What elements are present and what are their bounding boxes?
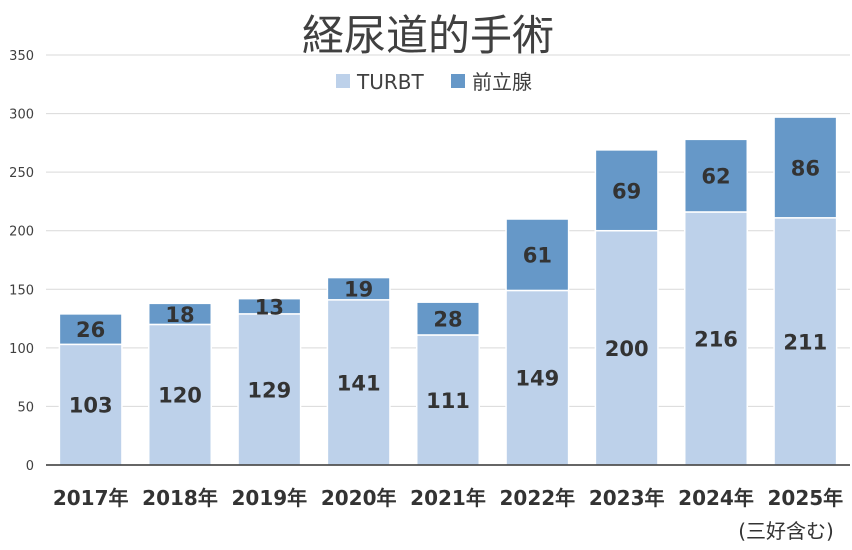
x-tick-label: 2025年 xyxy=(767,486,843,510)
data-label: 86 xyxy=(791,156,820,180)
data-label: 26 xyxy=(76,318,105,342)
x-tick-label: 2022年 xyxy=(499,486,575,510)
y-tick-label: 50 xyxy=(17,400,34,415)
bar-segment xyxy=(237,313,302,466)
data-label: 120 xyxy=(158,384,202,408)
y-tick-label: 0 xyxy=(26,459,34,474)
bar-segment xyxy=(683,211,749,466)
legend-swatch xyxy=(451,74,465,88)
data-label: 149 xyxy=(515,367,559,391)
x-tick-label: 2021年 xyxy=(410,486,486,510)
bar-segment xyxy=(594,149,659,232)
x-tick-label: 2023年 xyxy=(589,486,665,510)
legend: TURBT 前立腺 xyxy=(336,70,532,94)
y-tick-label: 300 xyxy=(9,108,34,123)
y-tick-label: 200 xyxy=(9,225,34,240)
bar-segment xyxy=(326,276,391,301)
x-tick-label: 2017年 xyxy=(53,486,129,510)
data-label: 141 xyxy=(337,371,381,395)
y-tick-label: 150 xyxy=(9,283,34,298)
bar-segment xyxy=(594,229,659,466)
data-label: 18 xyxy=(165,303,194,327)
data-label: 211 xyxy=(783,330,827,354)
data-label: 28 xyxy=(433,308,462,332)
y-axis-ticks: 0 50 100 150 200 250 300 350 xyxy=(9,49,34,474)
bar-segment xyxy=(773,217,838,466)
data-label: 62 xyxy=(701,165,730,189)
bar-segment xyxy=(58,313,123,346)
bar-segment xyxy=(415,334,481,466)
data-label: 61 xyxy=(523,244,552,268)
x-tick-label: 2018年 xyxy=(142,486,218,510)
data-label: 103 xyxy=(69,394,113,418)
x-tick-label: 2024年 xyxy=(678,486,754,510)
category-note: (三好含む) xyxy=(738,519,834,543)
bar-segment xyxy=(773,116,838,219)
bar-segment xyxy=(237,297,302,315)
bar-segment xyxy=(326,299,391,466)
chart-title: 経尿道的手術 xyxy=(302,11,554,60)
bar-segment xyxy=(415,301,481,336)
data-label: 13 xyxy=(255,295,284,319)
data-label: 19 xyxy=(344,278,373,302)
data-label: 200 xyxy=(605,337,649,361)
y-tick-label: 350 xyxy=(9,49,34,64)
legend-swatch xyxy=(336,74,350,88)
x-tick-label: 2020年 xyxy=(321,486,397,510)
data-label: 111 xyxy=(426,389,470,413)
data-label: 69 xyxy=(612,179,641,203)
y-tick-label: 250 xyxy=(9,166,34,181)
x-tick-label: 2019年 xyxy=(231,486,307,510)
y-tick-label: 100 xyxy=(9,342,34,357)
data-label: 216 xyxy=(694,327,738,351)
x-axis-ticks: 2017年 2018年 2019年 2020年 2021年 2022年 2023年 2024年… xyxy=(53,486,843,510)
bar-segment xyxy=(505,218,570,292)
bar-segment xyxy=(147,302,213,326)
legend-label: TURBT xyxy=(356,70,424,94)
legend-label: 前立腺 xyxy=(472,70,532,94)
bars: 103 26 120 18 129 13 141 19 111 28 149 61 200 69 216 62… xyxy=(58,116,838,466)
data-label: 129 xyxy=(247,378,291,402)
bar-segment xyxy=(147,323,213,466)
bar-segment xyxy=(683,138,749,213)
